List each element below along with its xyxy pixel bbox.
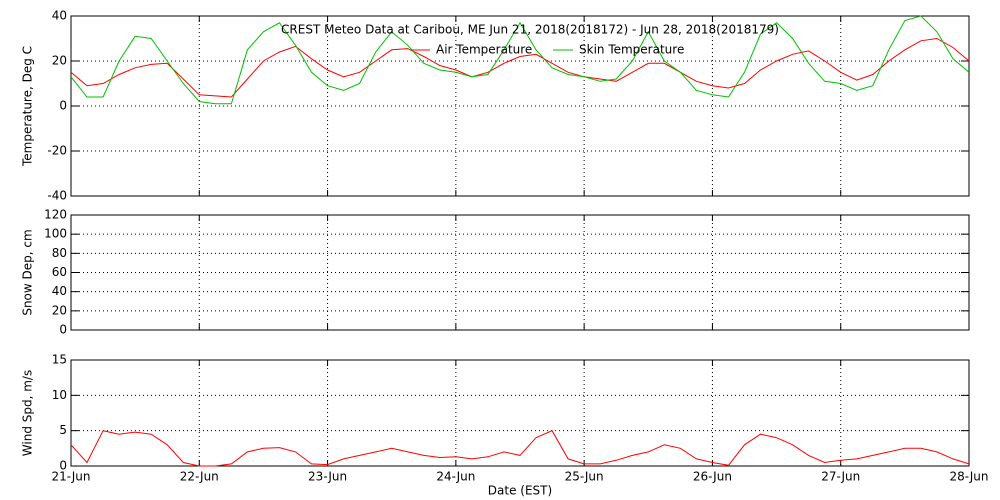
legend-label: Air Temperature [436, 43, 532, 57]
x-tick-label: 24-Jun [436, 470, 475, 484]
y-tick-label: -40 [47, 189, 67, 203]
x-tick-label: 26-Jun [693, 470, 732, 484]
x-tick-label: 25-Jun [565, 470, 604, 484]
y-tick-label: 10 [52, 388, 67, 402]
x-tick-label: 21-Jun [51, 470, 90, 484]
y-tick-label: 80 [52, 246, 67, 260]
plot-frame [70, 15, 970, 197]
y-axis-label: Temperature, Deg C [21, 46, 35, 167]
y-tick-label: 20 [52, 303, 67, 317]
plot-frame [70, 359, 970, 467]
y-tick-label: 60 [52, 265, 67, 279]
y-tick-label: 40 [52, 284, 67, 298]
y-tick-label: -20 [47, 144, 67, 158]
data-line [70, 37, 970, 98]
x-axis-label: Date (EST) [488, 484, 552, 498]
y-tick-label: 120 [44, 208, 67, 222]
y-axis-label: Snow Dep, cm [21, 229, 35, 315]
y-tick-label: 15 [52, 353, 67, 367]
y-tick-label: 20 [52, 54, 67, 68]
plot-frame [70, 214, 970, 331]
y-tick-label: 40 [52, 9, 67, 23]
x-tick-label: 28-Jun [949, 470, 988, 484]
x-tick-label: 22-Jun [180, 470, 219, 484]
y-axis-label: Wind Spd, m/s [21, 370, 35, 456]
y-tick-label: 5 [59, 423, 67, 437]
x-tick-label: 27-Jun [821, 470, 860, 484]
x-tick-label: 23-Jun [308, 470, 347, 484]
y-tick-label: 100 [44, 227, 67, 241]
legend-label: Skin Temperature [579, 43, 684, 57]
y-tick-label: 0 [59, 99, 67, 113]
y-tick-label: 0 [59, 459, 67, 473]
data-line [70, 15, 970, 105]
data-line [70, 430, 970, 467]
y-tick-label: 0 [59, 323, 67, 337]
chart-title: CREST Meteo Data at Caribou, ME Jun 21, … [281, 23, 779, 37]
